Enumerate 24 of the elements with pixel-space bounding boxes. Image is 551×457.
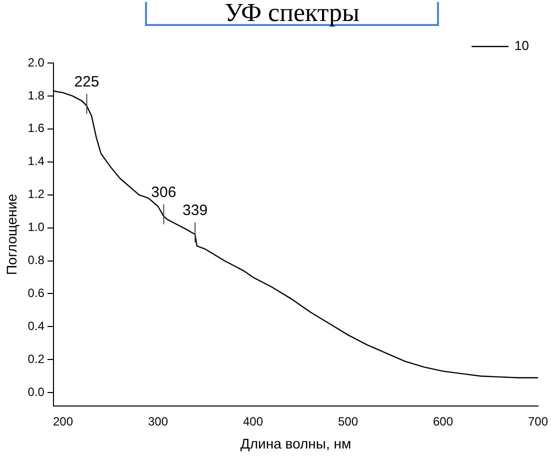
y-tick-label: 0.0 bbox=[28, 384, 45, 399]
annotation: 339 bbox=[182, 202, 208, 220]
legend-label: 10 bbox=[514, 38, 530, 54]
x-tick-label: 500 bbox=[338, 414, 358, 428]
annotation: 306 bbox=[151, 184, 176, 201]
x-axis-title: Длина волны, нм bbox=[240, 435, 352, 452]
y-tick-label: 0.4 bbox=[28, 319, 45, 334]
x-tick-label: 700 bbox=[528, 414, 548, 428]
x-tick-label: 600 bbox=[432, 414, 454, 428]
annotation: 225 bbox=[74, 73, 100, 90]
x-tick-label: 300 bbox=[148, 414, 168, 428]
y-tick-label: 0.8 bbox=[28, 253, 45, 268]
y-tick-label: 1.8 bbox=[28, 88, 45, 102]
x-tick-label: 400 bbox=[242, 414, 264, 428]
chart-title: УФ спектры bbox=[145, 0, 439, 27]
y-tick-label: 0.2 bbox=[28, 352, 45, 366]
y-tick-label: 1.2 bbox=[28, 187, 45, 202]
y-tick-label: 1.6 bbox=[28, 121, 45, 136]
y-axis-title: Поглощение bbox=[3, 194, 20, 276]
x-tick-label: 200 bbox=[52, 414, 74, 428]
y-tick-label: 1.4 bbox=[28, 154, 45, 168]
y-tick-label: 1.0 bbox=[28, 220, 45, 234]
y-tick-label: 0.6 bbox=[28, 286, 45, 300]
y-tick-label: 2.0 bbox=[28, 55, 45, 70]
